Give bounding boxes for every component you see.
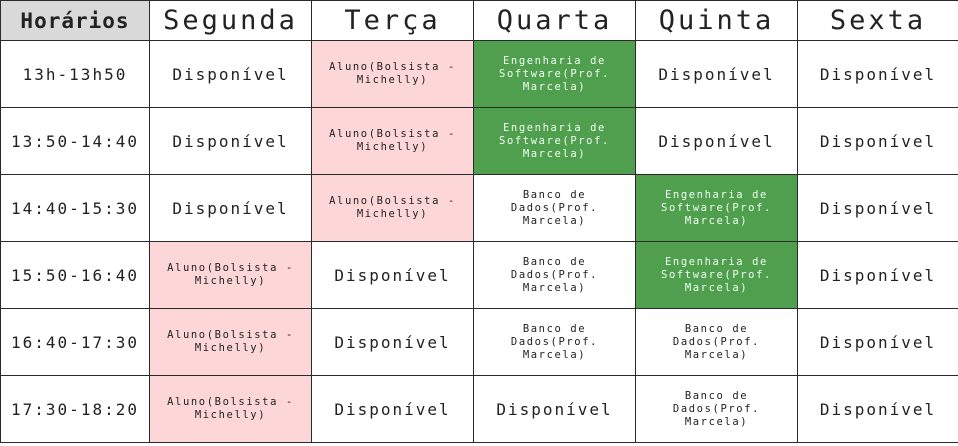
schedule-cell: Aluno(Bolsista -Michelly) — [311, 174, 474, 242]
schedule-cell: Disponível — [635, 107, 798, 175]
schedule-cell: Engenharia de Software(Prof. Marcela) — [635, 241, 798, 309]
schedule-cell: Disponível — [797, 107, 958, 175]
schedule-cell: Engenharia de Software(Prof. Marcela) — [473, 40, 636, 108]
schedule-cell: Disponível — [311, 308, 474, 376]
schedule-cell: Aluno(Bolsista -Michelly) — [149, 241, 312, 309]
time-slot: 16:40-17:30 — [0, 308, 150, 376]
day-header-quarta: Quarta — [473, 0, 636, 41]
table-row: 13:50-14:40 Disponível Aluno(Bolsista -M… — [0, 107, 958, 175]
schedule-cell: Disponível — [797, 375, 958, 443]
schedule-cell: Disponível — [311, 375, 474, 443]
schedule-cell: Aluno(Bolsista -Michelly) — [149, 375, 312, 443]
schedule-cell: Disponível — [797, 308, 958, 376]
schedule-cell: Disponível — [797, 174, 958, 242]
schedule-cell: Banco de Dados(Prof. Marcela) — [473, 308, 636, 376]
schedule-cell: Disponível — [149, 40, 312, 108]
schedule-cell: Disponível — [797, 241, 958, 309]
day-header-segunda: Segunda — [149, 0, 312, 41]
schedule-cell: Aluno(Bolsista -Michelly) — [149, 308, 312, 376]
table-row: 16:40-17:30 Aluno(Bolsista -Michelly) Di… — [0, 308, 958, 376]
day-header-sexta: Sexta — [797, 0, 958, 41]
day-header-terca: Terça — [311, 0, 474, 41]
schedule-cell: Disponível — [149, 174, 312, 242]
schedule-cell: Banco de Dados(Prof. Marcela) — [473, 174, 636, 242]
schedule-cell: Banco de Dados(Prof. Marcela) — [635, 375, 798, 443]
schedule-cell: Aluno(Bolsista -Michelly) — [311, 107, 474, 175]
schedule-cell: Banco de Dados(Prof. Marcela) — [635, 308, 798, 376]
time-slot: 14:40-15:30 — [0, 174, 150, 242]
time-slot: 15:50-16:40 — [0, 241, 150, 309]
table-row: 14:40-15:30 Disponível Aluno(Bolsista -M… — [0, 174, 958, 242]
schedule-cell: Disponível — [473, 375, 636, 443]
table-row: 13h-13h50 Disponível Aluno(Bolsista -Mic… — [0, 40, 958, 108]
schedule-cell: Disponível — [311, 241, 474, 309]
time-slot: 13h-13h50 — [0, 40, 150, 108]
header-row: Horários Segunda Terça Quarta Quinta Sex… — [0, 0, 958, 41]
schedule-cell: Disponível — [797, 40, 958, 108]
time-slot: 13:50-14:40 — [0, 107, 150, 175]
schedule-cell: Aluno(Bolsista -Michelly) — [311, 40, 474, 108]
time-slot: 17:30-18:20 — [0, 375, 150, 443]
corner-header: Horários — [0, 0, 150, 41]
schedule-cell: Engenharia de Software(Prof. Marcela) — [473, 107, 636, 175]
schedule-cell: Disponível — [149, 107, 312, 175]
table-row: 15:50-16:40 Aluno(Bolsista -Michelly) Di… — [0, 241, 958, 309]
schedule-cell: Banco de Dados(Prof. Marcela) — [473, 241, 636, 309]
table-row: 17:30-18:20 Aluno(Bolsista -Michelly) Di… — [0, 375, 958, 443]
day-header-quinta: Quinta — [635, 0, 798, 41]
schedule-cell: Engenharia de Software(Prof. Marcela) — [635, 174, 798, 242]
schedule-cell: Disponível — [635, 40, 798, 108]
